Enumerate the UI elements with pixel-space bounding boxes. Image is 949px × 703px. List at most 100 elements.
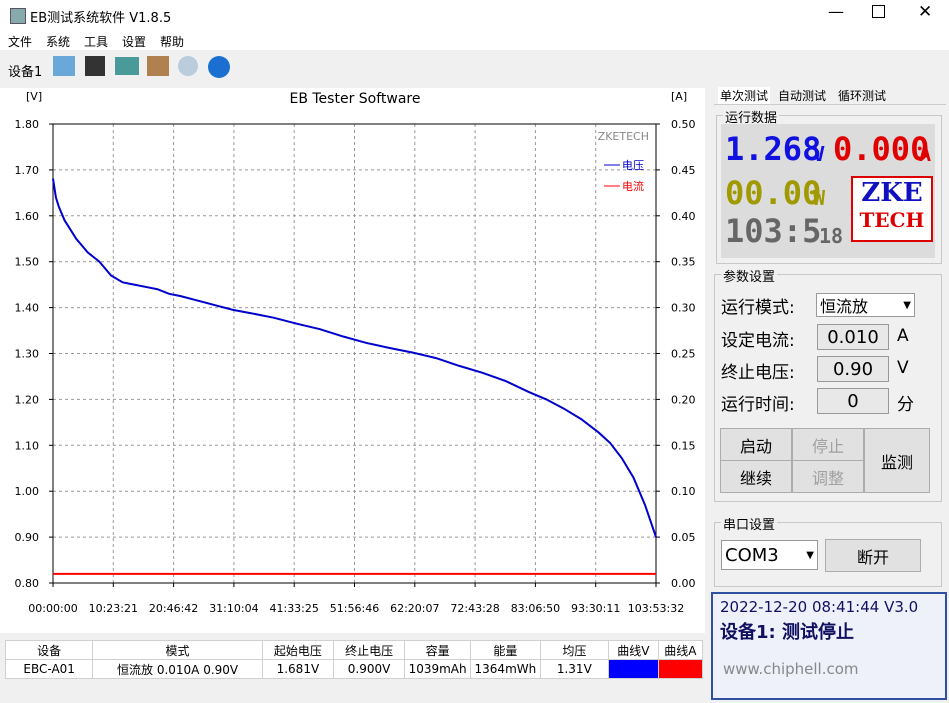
data-row: EBC-A01 恒流放 0.010A 0.90V 1.681V 0.900V 1039m… [4, 659, 704, 679]
port-value: COM3 [725, 544, 779, 566]
tool-info[interactable] [208, 56, 230, 78]
serial-group: 串口设置 COM3 ▼ 断开 [714, 514, 942, 587]
window-title: EB测试系统软件 V1.8.5 [30, 11, 172, 26]
logo-top: ZKE [861, 178, 923, 208]
group-title: 串口设置 [721, 514, 778, 533]
cell: 恒流放 0.010A 0.90V [92, 659, 263, 679]
start-button[interactable]: 启动 [720, 428, 792, 461]
legend-label: 电压 [622, 159, 644, 172]
y2-tick-label: 0.40 [671, 210, 696, 223]
tab[interactable]: 循环测试 [838, 89, 887, 103]
menu-item[interactable]: 系统 [46, 35, 71, 49]
logo: ZKE TECH [851, 176, 933, 242]
disconnect-button[interactable]: 断开 [825, 539, 921, 572]
tab[interactable]: 单次测试 [718, 87, 771, 104]
header-cell: 均压 [539, 640, 609, 660]
y-tick-label: 1.50 [15, 256, 40, 269]
param-unit: A [897, 326, 909, 346]
close[interactable]: ✕ [918, 2, 933, 22]
tool-search[interactable] [178, 56, 198, 76]
x-tick-label: 103:53:32 [628, 602, 684, 615]
y-tick-label: 1.20 [15, 393, 40, 406]
minimize[interactable]: — [828, 2, 844, 21]
y-tick-label: 1.60 [15, 210, 40, 223]
header-cell: 曲线A [657, 640, 704, 660]
param-value: 0.010 [827, 326, 879, 348]
y2-tick-label: 0.10 [671, 485, 696, 498]
toolbar: 设备1 [0, 52, 949, 84]
port-select[interactable]: COM3 ▼ [721, 540, 818, 570]
tab-strip: 单次测试 自动测试 循环测试 [714, 85, 946, 105]
x-tick-label: 10:23:21 [89, 602, 138, 615]
menu-item[interactable]: 工具 [84, 35, 109, 49]
param-value: 0.90 [832, 358, 874, 380]
adjust-button[interactable]: 调整 [792, 460, 864, 493]
header-cell: 设备 [4, 640, 94, 660]
x-tick-label: 62:20:07 [390, 602, 439, 615]
menu-item[interactable]: 设置 [122, 35, 147, 49]
y2-tick-label: 0.15 [671, 439, 696, 452]
tool-image[interactable] [115, 57, 139, 75]
device-tab[interactable]: 设备1 [8, 65, 43, 80]
result-table: 设备 模式 起始电压 终止电压 容量 能量 均压 曲线V 曲线A EBC-A01 恒流放 0.01… [4, 640, 704, 679]
y-axis-label: [V] [26, 90, 42, 103]
y2-tick-label: 0.50 [671, 118, 696, 131]
menu-item[interactable]: 文件 [8, 35, 33, 49]
tool-save[interactable] [85, 56, 105, 76]
param-value: 恒流放 [820, 297, 869, 316]
param-unit: 分 [897, 395, 914, 415]
monitor-button[interactable]: 监测 [864, 428, 930, 493]
tab[interactable]: 自动测试 [778, 89, 827, 103]
cell: EBC-A01 [4, 659, 94, 679]
y-tick-label: 0.80 [15, 577, 40, 590]
curve-color-cell [657, 659, 704, 679]
power-unit: W [813, 186, 826, 210]
y2-tick-label: 0.35 [671, 256, 696, 269]
x-tick-label: 20:46:42 [149, 602, 198, 615]
watermark: www.chiphell.com [723, 660, 859, 678]
logo-bottom: TECH [859, 208, 925, 232]
power: 00.00 [725, 174, 822, 212]
run-time-seconds: 18 [819, 224, 844, 248]
param-unit: V [897, 358, 909, 378]
y-tick-label: 1.10 [15, 439, 40, 452]
header-cell: 容量 [404, 640, 471, 660]
group-title: 运行数据 [723, 107, 780, 126]
y-tick-label: 0.90 [15, 531, 40, 544]
voltage-unit: V [813, 142, 826, 166]
param-label: 设定电流: [721, 331, 795, 351]
status-box: 2022-12-20 08:41:44 V3.0 设备1: 测试停止 www.c… [711, 592, 947, 700]
chart-title: EB Tester Software [289, 91, 420, 107]
y-tick-label: 1.00 [15, 485, 40, 498]
tool-settings[interactable] [147, 56, 169, 76]
header-cell: 模式 [92, 640, 263, 660]
header-cell: 能量 [469, 640, 541, 660]
header-cell: 曲线V [607, 640, 659, 660]
group-title: 参数设置 [721, 266, 778, 285]
params-group: 参数设置 运行模式: 恒流放 ▼ 设定电流: 0.010 A 终止电压: 0.90… [714, 266, 942, 502]
y2-tick-label: 0.45 [671, 164, 696, 177]
param-input[interactable]: 0.010 [817, 324, 889, 350]
param-input[interactable]: 0.90 [817, 356, 889, 382]
stop-button[interactable]: 停止 [792, 428, 864, 461]
y-tick-label: 1.80 [15, 118, 40, 131]
menu-item[interactable]: 帮助 [160, 35, 185, 49]
param-input[interactable]: 0 [817, 388, 889, 414]
header-cell: 终止电压 [332, 640, 406, 660]
maximize[interactable] [872, 5, 885, 18]
x-tick-label: 93:30:11 [571, 602, 620, 615]
mode-select[interactable]: 恒流放 ▼ [816, 293, 915, 317]
continue-button[interactable]: 继续 [720, 460, 792, 493]
series-line [52, 178, 657, 538]
x-tick-label: 72:43:28 [450, 602, 499, 615]
cell: 1.681V [261, 659, 334, 679]
watermark: ZKETECH [598, 130, 649, 143]
title-bar: EB测试系统软件 V1.8.5 — ✕ [0, 0, 949, 30]
voltage: 1.268 [725, 130, 822, 168]
lcd-panel: 1.268 V 0.000 A 00.00 W 103:5 18 ZKE TEC… [721, 124, 935, 258]
y2-tick-label: 0.00 [671, 577, 696, 590]
menu-bar: 文件 系统 工具 设置 帮助 [0, 30, 949, 50]
tool-open[interactable] [53, 56, 75, 76]
param-label: 终止电压: [721, 363, 795, 383]
